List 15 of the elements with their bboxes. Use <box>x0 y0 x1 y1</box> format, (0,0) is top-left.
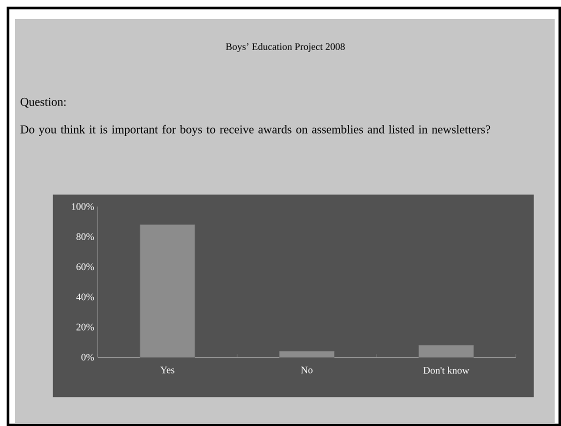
y-tick-label: 40% <box>76 293 94 300</box>
chart-title: Boys’ Education Project 2008 <box>226 42 345 52</box>
bar <box>140 224 196 358</box>
x-tick-label: Yes <box>160 366 174 374</box>
x-tick-label: Don't know <box>423 366 470 374</box>
bar <box>418 344 474 358</box>
y-tick-label: 60% <box>76 263 94 270</box>
x-tick-label: No <box>301 366 313 374</box>
chart-subtitle: Question: <box>20 98 66 108</box>
text: Do you think it is important for boys to receive awards on assemblies and listed in newsletters? <box>20 124 490 136</box>
y-tick-label: 80% <box>76 233 94 240</box>
y-tick-label: 100% <box>72 203 94 210</box>
bar <box>279 350 334 358</box>
y-tick-label: 20% <box>76 324 94 330</box>
y-tick-label: 0% <box>81 354 94 360</box>
